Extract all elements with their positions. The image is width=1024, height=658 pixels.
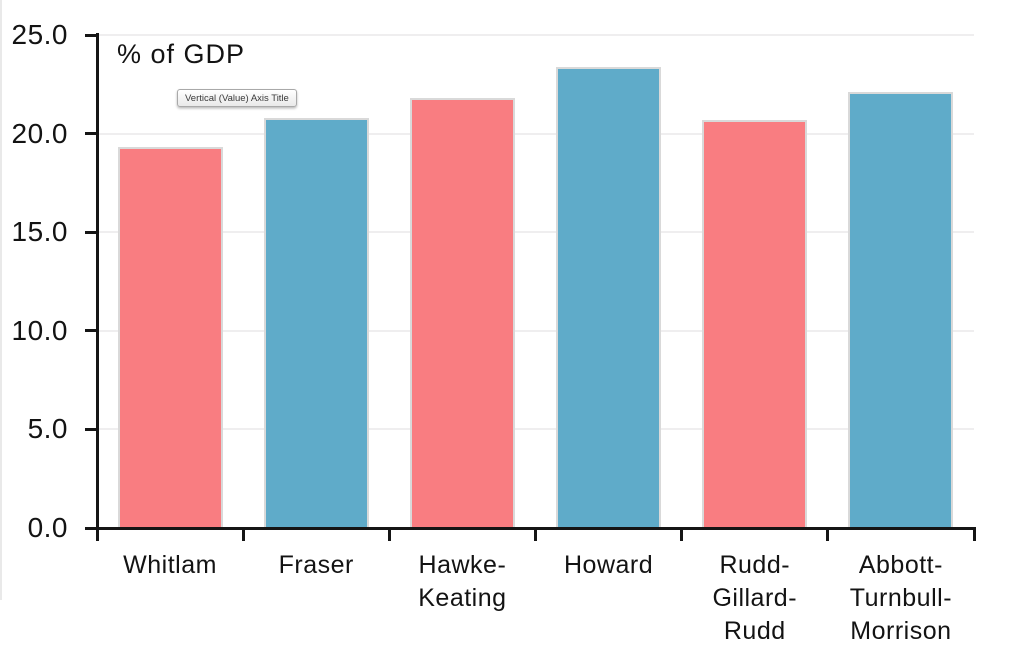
y-axis-tick-label-15: 15.0 bbox=[11, 216, 68, 248]
x-axis-tick-4 bbox=[680, 527, 684, 541]
bar-abbott-turnbull-morrison[interactable] bbox=[848, 92, 954, 528]
y-axis-tick-label-5: 5.0 bbox=[27, 413, 68, 445]
category-label-fraser: Fraser bbox=[278, 551, 354, 579]
y-axis-line bbox=[96, 33, 99, 530]
y-axis-tick-5 bbox=[85, 427, 97, 431]
x-axis-tick-2 bbox=[387, 527, 391, 541]
x-axis-tick-0 bbox=[95, 527, 99, 541]
category-label-abbott-turnbull-morrison: Abbott- Turnbull- Morrison bbox=[849, 551, 953, 645]
gridline-20 bbox=[97, 132, 974, 135]
vertical-axis-title-tooltip: Vertical (Value) Axis Title bbox=[177, 89, 297, 107]
gridline-10 bbox=[97, 329, 974, 332]
x-axis-tick-5 bbox=[826, 527, 830, 541]
x-axis-tick-1 bbox=[241, 527, 245, 541]
x-axis-tick-3 bbox=[534, 527, 537, 541]
y-axis-tick-20 bbox=[85, 132, 97, 136]
bar-fraser[interactable] bbox=[263, 117, 369, 528]
y-axis-tick-10 bbox=[85, 329, 97, 333]
bar-rudd-gillard-rudd[interactable] bbox=[702, 119, 808, 528]
gridline-25 bbox=[97, 34, 974, 36]
category-label-howard: Howard bbox=[564, 551, 654, 579]
y-axis-tick-label-25: 25.0 bbox=[11, 19, 68, 50]
gridline-15 bbox=[97, 231, 974, 234]
y-axis-tick-15 bbox=[85, 230, 97, 234]
bar-whitlam[interactable] bbox=[117, 147, 223, 528]
category-label-hawke-keating: Hawke- Keating bbox=[418, 551, 507, 612]
gridline-5 bbox=[97, 428, 974, 431]
category-label-whitlam: Whitlam bbox=[123, 551, 217, 579]
x-axis-tick-6 bbox=[972, 527, 976, 541]
x-axis-line bbox=[85, 527, 975, 530]
y-axis-tick-25 bbox=[85, 33, 97, 37]
bar-howard[interactable] bbox=[556, 66, 662, 528]
y-axis-tick-label-0: 0.0 bbox=[27, 512, 68, 543]
y-axis-tick-label-20: 20.0 bbox=[11, 117, 68, 149]
chart-title[interactable]: % of GDP bbox=[117, 39, 246, 69]
canvas-left-edge bbox=[0, 0, 2, 600]
bar-hawke-keating[interactable] bbox=[409, 98, 515, 528]
category-label-rudd-gillard-rudd: Rudd- Gillard- Rudd bbox=[712, 551, 798, 645]
y-axis-tick-label-10: 10.0 bbox=[11, 314, 68, 346]
